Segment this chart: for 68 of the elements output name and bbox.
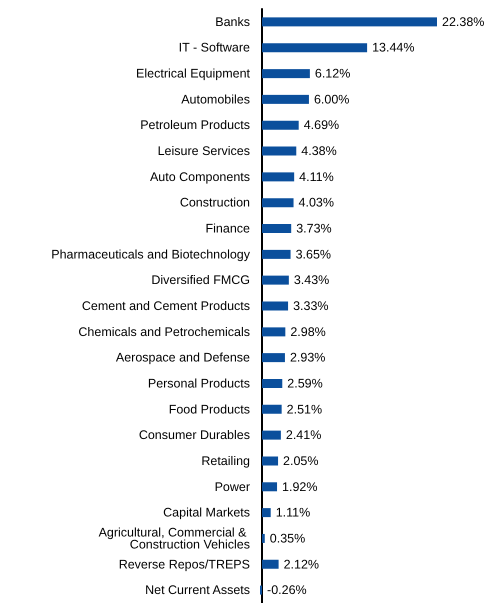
y-tick-label: Aerospace and Defense (116, 350, 250, 365)
bar (262, 430, 281, 440)
y-tick-label: Retailing (201, 454, 250, 468)
data-label: 0.35% (270, 531, 306, 546)
data-label: 2.93% (290, 350, 326, 365)
bar (262, 534, 265, 543)
data-label: 4.69% (304, 118, 340, 132)
data-label: 2.51% (286, 402, 322, 416)
data-label: -0.26% (267, 583, 307, 598)
bar (262, 327, 286, 336)
data-label: 2.12% (284, 557, 320, 572)
data-label: 2.41% (286, 428, 322, 442)
bar (262, 404, 282, 414)
bar (262, 378, 282, 388)
data-label: 6.12% (314, 66, 350, 81)
y-tick-label: Finance (206, 222, 250, 236)
bar (262, 250, 291, 259)
y-tick-label: Petroleum Products (140, 118, 250, 132)
bar (262, 276, 289, 285)
bar (262, 120, 299, 130)
y-tick-label: Construction (180, 196, 250, 210)
y-tick-label: Chemicals and Petrochemicals (78, 324, 250, 339)
bar (262, 94, 309, 104)
y-tick-label: Agricultural, Commercial & Construction Vehicles (98, 525, 250, 552)
y-tick-label: Capital Markets (163, 506, 250, 520)
y-tick-label: Food Products (168, 402, 250, 416)
data-label: 3.43% (294, 273, 330, 288)
data-label: 4.11% (299, 170, 334, 184)
bar (262, 17, 437, 26)
bar (262, 508, 271, 518)
data-label: 13.44% (372, 40, 415, 55)
y-tick-label: Diversified FMCG (151, 273, 250, 288)
y-tick-label: Pharmaceuticals and Biotechnology (51, 247, 251, 262)
bar (262, 482, 278, 492)
data-label: 22.38% (442, 14, 484, 29)
bar (262, 172, 294, 182)
y-tick-label: Cement and Cement Products (82, 299, 250, 313)
data-label: 2.98% (290, 324, 326, 339)
data-label: 4.38% (301, 144, 337, 158)
bar (262, 353, 285, 362)
bar (262, 302, 288, 310)
bar (262, 198, 294, 208)
y-tick-label: Personal Products (148, 376, 250, 390)
data-label: 4.03% (298, 196, 334, 210)
y-tick-label: Reverse Repos/TREPS (118, 557, 250, 572)
y-tick-label: Automobiles (181, 92, 250, 106)
data-label: 2.05% (283, 454, 319, 468)
data-label: 6.00% (314, 92, 350, 106)
bar (262, 69, 310, 78)
data-label: 3.33% (293, 299, 329, 313)
y-tick-label: IT - Software (178, 40, 250, 55)
bar (262, 43, 368, 52)
data-label: 3.73% (296, 222, 332, 236)
bar (262, 146, 296, 156)
y-tick-label: Consumer Durables (138, 428, 250, 442)
bar (262, 224, 292, 234)
bar (262, 560, 279, 569)
data-label: 1.92% (282, 480, 318, 494)
y-tick-label: Auto Components (150, 170, 250, 184)
y-tick-label: Net Current Assets (145, 583, 250, 598)
y-tick-label: Electrical Equipment (136, 66, 251, 81)
data-label: 1.11% (276, 506, 310, 520)
data-label: 3.65% (296, 247, 332, 262)
data-label: 2.59% (287, 376, 323, 390)
y-tick-label: Banks (215, 14, 250, 29)
bar (262, 456, 278, 466)
y-tick-label: Power (214, 480, 250, 494)
y-tick-label: Leisure Services (158, 144, 250, 158)
